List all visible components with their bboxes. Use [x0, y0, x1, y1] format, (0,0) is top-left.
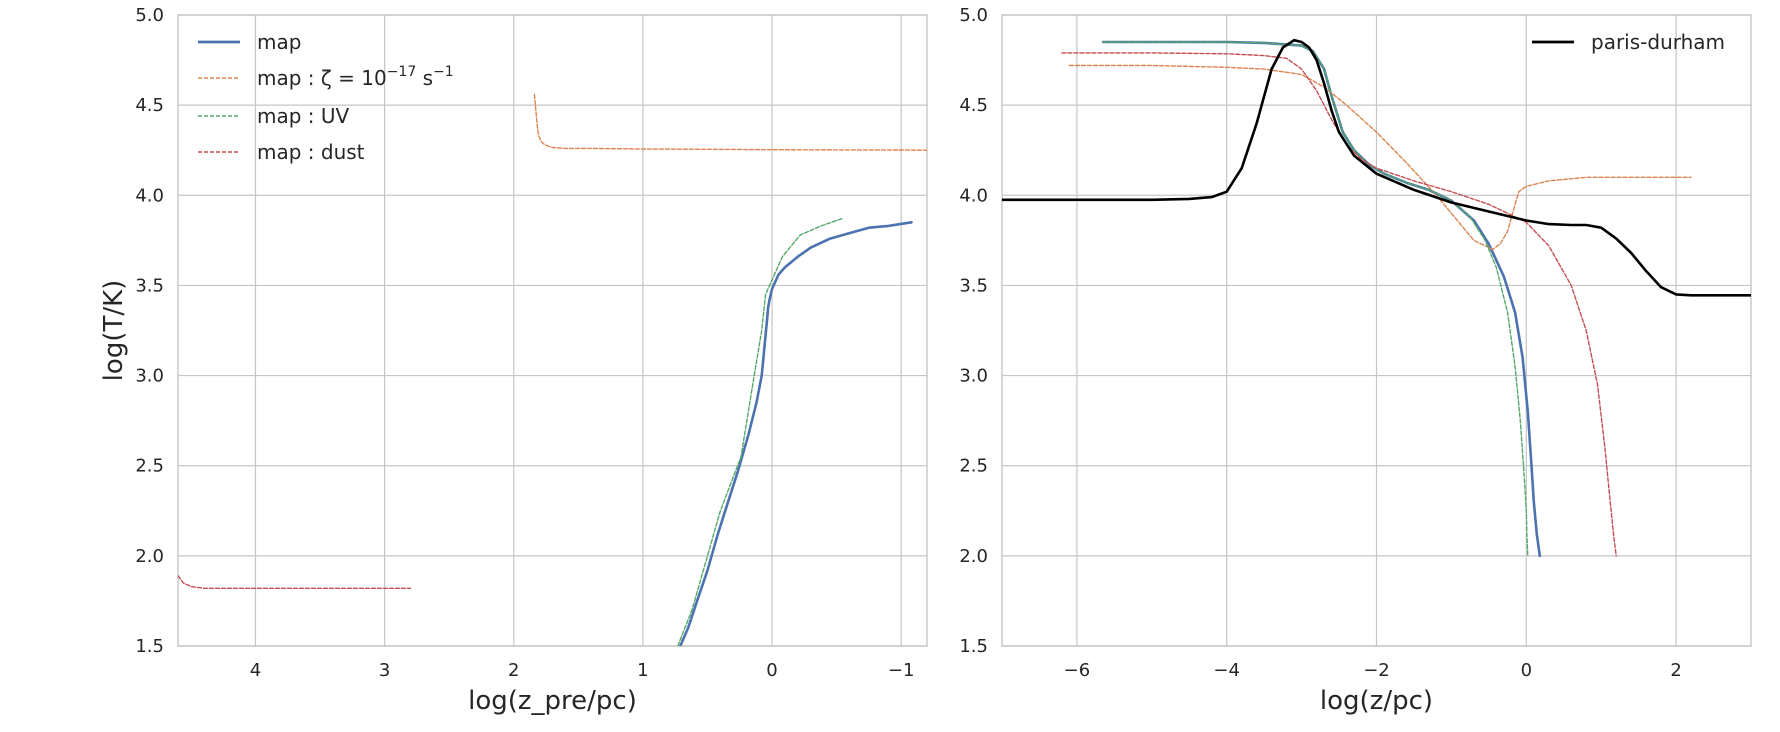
- x-tick-label: 4: [250, 660, 261, 681]
- y-tick-label: 2.0: [959, 546, 988, 567]
- series-group: [178, 93, 927, 646]
- legend-label: map : ζ = 10−17 s−1: [257, 64, 454, 90]
- x-tick-label: 0: [1521, 660, 1532, 681]
- y-tick-label: 2.5: [959, 456, 988, 477]
- legend-label-part: map : ζ = 10: [257, 66, 387, 90]
- y-tick-label: 1.5: [959, 636, 988, 657]
- series-group: [1002, 38, 1751, 558]
- x-tick-label: −6: [1064, 660, 1091, 681]
- legend-label: paris-durham: [1591, 30, 1725, 54]
- y-tick-label: 2.5: [135, 456, 164, 477]
- legend-label-unit-superscript: −1: [433, 64, 454, 80]
- plot-frame: [1001, 14, 1752, 647]
- y-tick-label: 4.0: [135, 185, 164, 206]
- y-tick-label: 3.5: [135, 275, 164, 296]
- y-tick-label: 4.5: [135, 95, 164, 116]
- grid: [1002, 14, 1751, 647]
- x-tick-label: 0: [766, 660, 777, 681]
- legend-label: map : dust: [257, 140, 365, 164]
- plot-frame: [177, 14, 928, 647]
- x-tick-label: −2: [1363, 660, 1390, 681]
- y-tick-label: 3.0: [135, 366, 164, 387]
- x-tick-label: 2: [1670, 660, 1681, 681]
- left-chart-panel: 4 3 2 1 0 −1 1.5 2.0 2.5 3.0 3.5 4.0 4.5 5.0 log(z_pre…: [99, 5, 928, 716]
- series-line-map-uv: [677, 217, 843, 646]
- series-line-paris-durham: [1002, 38, 1751, 297]
- series-line-map-uv: [1102, 41, 1529, 557]
- legend-label: map: [257, 30, 301, 54]
- right-chart-panel: −6 −4 −2 0 2 1.5 2.0 2.5 3.0 3.5 4.0 4.5 5.0 log(z/pc…: [959, 5, 1752, 716]
- legend-label-unit: s: [416, 66, 433, 90]
- series-line-map-dust: [178, 575, 412, 589]
- x-tick-label: 3: [379, 660, 390, 681]
- y-tick-label: 4.0: [959, 185, 988, 206]
- series-line-map: [678, 221, 913, 646]
- legend: map map : ζ = 10−17 s−1 map : UV map : dust: [198, 30, 454, 164]
- y-tick-label: 5.0: [959, 5, 988, 26]
- y-tick-label: 2.0: [135, 546, 164, 567]
- x-tick-label: −1: [888, 660, 915, 681]
- series-line-map-10-17-s-1: [533, 93, 927, 151]
- y-tick-label: 1.5: [135, 636, 164, 657]
- x-axis-label: log(z/pc): [1320, 686, 1433, 716]
- x-tick-label: 2: [508, 660, 519, 681]
- legend: paris-durham: [1532, 30, 1725, 54]
- y-tick-label: 3.0: [959, 366, 988, 387]
- y-axis-label: log(T/K): [99, 280, 129, 382]
- legend-label: map : UV: [257, 104, 350, 128]
- x-axis-label: log(z_pre/pc): [468, 686, 637, 716]
- y-tick-label: 5.0: [135, 5, 164, 26]
- y-tick-label: 3.5: [959, 275, 988, 296]
- x-tick-label: 1: [637, 660, 648, 681]
- legend-label-superscript: −17: [387, 64, 417, 80]
- series-line-map-10-17-s-1: [1068, 64, 1692, 251]
- y-tick-label: 4.5: [959, 95, 988, 116]
- x-tick-label: −4: [1213, 660, 1240, 681]
- series-line-map: [1101, 40, 1542, 558]
